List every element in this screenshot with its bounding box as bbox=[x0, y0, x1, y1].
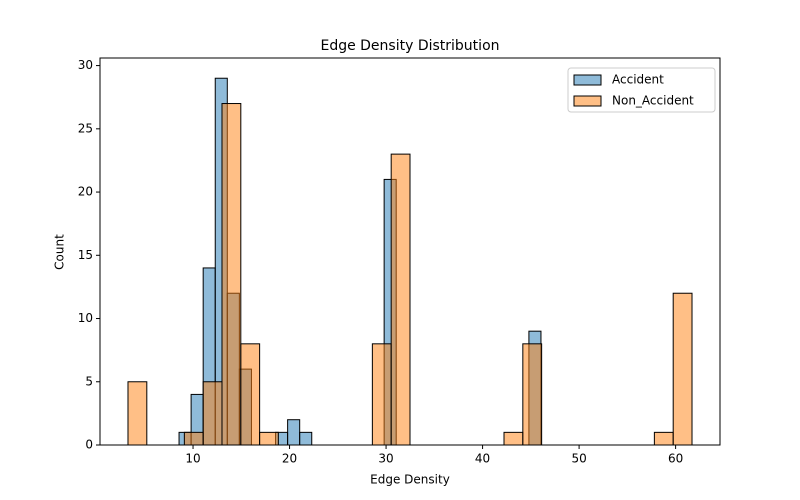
chart-title: Edge Density Distribution bbox=[320, 38, 499, 54]
plot-frame bbox=[99, 57, 721, 446]
bar bbox=[183, 431, 204, 446]
bar bbox=[287, 419, 301, 446]
y-tick-label: 5 bbox=[85, 374, 93, 388]
bar bbox=[127, 381, 148, 446]
y-axis-label: Count bbox=[53, 234, 67, 270]
y-tick-label: 30 bbox=[78, 58, 93, 72]
bar bbox=[259, 431, 279, 446]
bar bbox=[299, 431, 313, 446]
bar bbox=[240, 343, 261, 446]
y-tick-label: 10 bbox=[78, 311, 93, 325]
x-tick-label: 10 bbox=[185, 452, 200, 466]
legend-label: Accident bbox=[612, 73, 664, 87]
y-tick-label: 15 bbox=[78, 248, 93, 262]
bar bbox=[653, 431, 674, 446]
x-tick-label: 50 bbox=[571, 452, 586, 466]
x-tick-label: 20 bbox=[282, 452, 297, 466]
bar bbox=[503, 431, 524, 446]
x-tick-label: 30 bbox=[378, 452, 393, 466]
x-tick-label: 40 bbox=[475, 452, 490, 466]
legend-swatch bbox=[573, 95, 602, 107]
legend-label: Non_Accident bbox=[612, 94, 694, 108]
x-axis-label: Edge Density bbox=[370, 473, 450, 487]
bar bbox=[390, 153, 411, 446]
bar bbox=[221, 103, 242, 446]
bar bbox=[371, 343, 392, 446]
y-tick-label: 25 bbox=[78, 121, 93, 135]
legend-swatch bbox=[573, 74, 602, 86]
legend-box bbox=[567, 67, 716, 113]
y-tick-label: 20 bbox=[78, 185, 93, 199]
y-tick-label: 0 bbox=[85, 438, 93, 452]
bar bbox=[522, 343, 543, 446]
x-tick-label: 60 bbox=[668, 452, 683, 466]
bar bbox=[202, 381, 223, 446]
bar bbox=[672, 292, 693, 446]
